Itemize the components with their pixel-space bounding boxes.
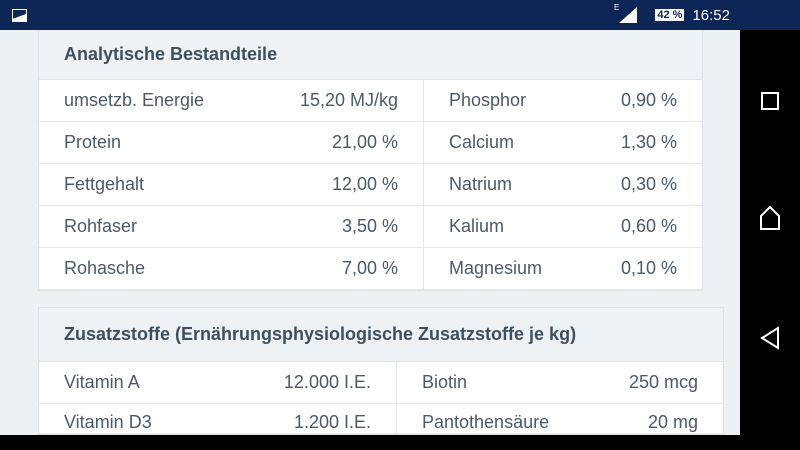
nutrient-value: 7,00 % — [341, 258, 398, 278]
nutrient-cell: Kalium 0,60 % — [423, 206, 702, 247]
nutrient-cell: Pantothensäure 20 mg — [396, 404, 723, 433]
navigation-bar — [740, 30, 800, 435]
nutrient-cell: Vitamin D3 1.200 I.E. — [39, 404, 396, 433]
nutrient-name: Magnesium — [449, 258, 543, 278]
card-title: Analytische Bestandteile — [39, 30, 702, 80]
nutrient-name: Pantothensäure — [422, 412, 550, 432]
nutrient-cell: Protein 21,00 % — [39, 122, 423, 163]
home-icon[interactable] — [759, 205, 781, 231]
nutrient-name: Natrium — [449, 174, 513, 194]
nutrient-cell: Rohfaser 3,50 % — [39, 206, 423, 247]
nutrient-cell: Vitamin A 12.000 I.E. — [39, 362, 396, 403]
analytical-components-card: Analytische Bestandteile umsetzb. Energi… — [38, 30, 703, 291]
nutrient-value: 1,30 % — [620, 132, 677, 152]
signal-icon — [619, 7, 638, 23]
card-title: Zusatzstoffe (Ernährungsphysiologische Z… — [39, 308, 723, 362]
content-area: Analytische Bestandteile umsetzb. Energi… — [0, 30, 740, 435]
nutrient-name: Calcium — [449, 132, 515, 152]
battery-indicator: 42 % — [655, 9, 685, 21]
nutrient-cell: umsetzb. Energie 15,20 MJ/kg — [39, 80, 423, 121]
nutrient-cell: Biotin 250 mcg — [396, 362, 723, 403]
table-row: Vitamin A 12.000 I.E. Biotin 250 mcg — [39, 362, 723, 404]
nutrient-value: 21,00 % — [331, 132, 398, 152]
nutrient-name: Rohfaser — [64, 216, 138, 236]
nutrient-name: Vitamin D3 — [64, 412, 152, 432]
nutrient-name: Rohasche — [64, 258, 146, 278]
nutrient-value: 12,00 % — [331, 174, 398, 194]
nutrient-value: 0,60 % — [620, 216, 677, 236]
network-type: E — [614, 3, 620, 12]
nutrient-name: Kalium — [449, 216, 505, 236]
nutrient-name: Biotin — [422, 372, 468, 392]
nutrient-cell: Fettgehalt 12,00 % — [39, 164, 423, 205]
nutrient-name: Vitamin A — [64, 372, 140, 392]
nutrient-cell: Natrium 0,30 % — [423, 164, 702, 205]
nutrient-name: Phosphor — [449, 90, 527, 110]
status-bar: E 42 % 16:52 — [0, 0, 800, 30]
recent-apps-icon[interactable] — [761, 92, 779, 110]
nutrient-name: Fettgehalt — [64, 174, 145, 194]
nutrient-cell: Rohasche 7,00 % — [39, 248, 423, 289]
nutrient-cell: Phosphor 0,90 % — [423, 80, 702, 121]
table-row: Rohasche 7,00 % Magnesium 0,10 % — [39, 248, 702, 290]
nutrient-value: 0,30 % — [620, 174, 677, 194]
nutrient-value: 0,90 % — [620, 90, 677, 110]
clock: 16:52 — [692, 6, 730, 24]
nutrient-value: 250 mcg — [628, 372, 698, 392]
nutrient-value: 0,10 % — [620, 258, 677, 278]
nutrient-value: 12.000 I.E. — [283, 372, 371, 392]
table-row: Fettgehalt 12,00 % Natrium 0,30 % — [39, 164, 702, 206]
image-notification-icon — [12, 8, 27, 22]
nutrient-value: 3,50 % — [341, 216, 398, 236]
additives-card: Zusatzstoffe (Ernährungsphysiologische Z… — [38, 307, 724, 435]
nutrient-cell: Calcium 1,30 % — [423, 122, 702, 163]
nutrient-name: Protein — [64, 132, 122, 152]
nutrient-value: 20 mg — [647, 412, 698, 432]
back-icon[interactable] — [759, 326, 781, 350]
nutrient-name: umsetzb. Energie — [64, 90, 205, 110]
table-row: Protein 21,00 % Calcium 1,30 % — [39, 122, 702, 164]
nutrient-value: 1.200 I.E. — [293, 412, 371, 432]
nutrient-cell: Magnesium 0,10 % — [423, 248, 702, 289]
table-row: Vitamin D3 1.200 I.E. Pantothensäure 20 mg — [39, 404, 723, 434]
nutrient-value: 15,20 MJ/kg — [299, 90, 398, 110]
table-row: umsetzb. Energie 15,20 MJ/kg Phosphor 0,90 … — [39, 80, 702, 122]
table-row: Rohfaser 3,50 % Kalium 0,60 % — [39, 206, 702, 248]
